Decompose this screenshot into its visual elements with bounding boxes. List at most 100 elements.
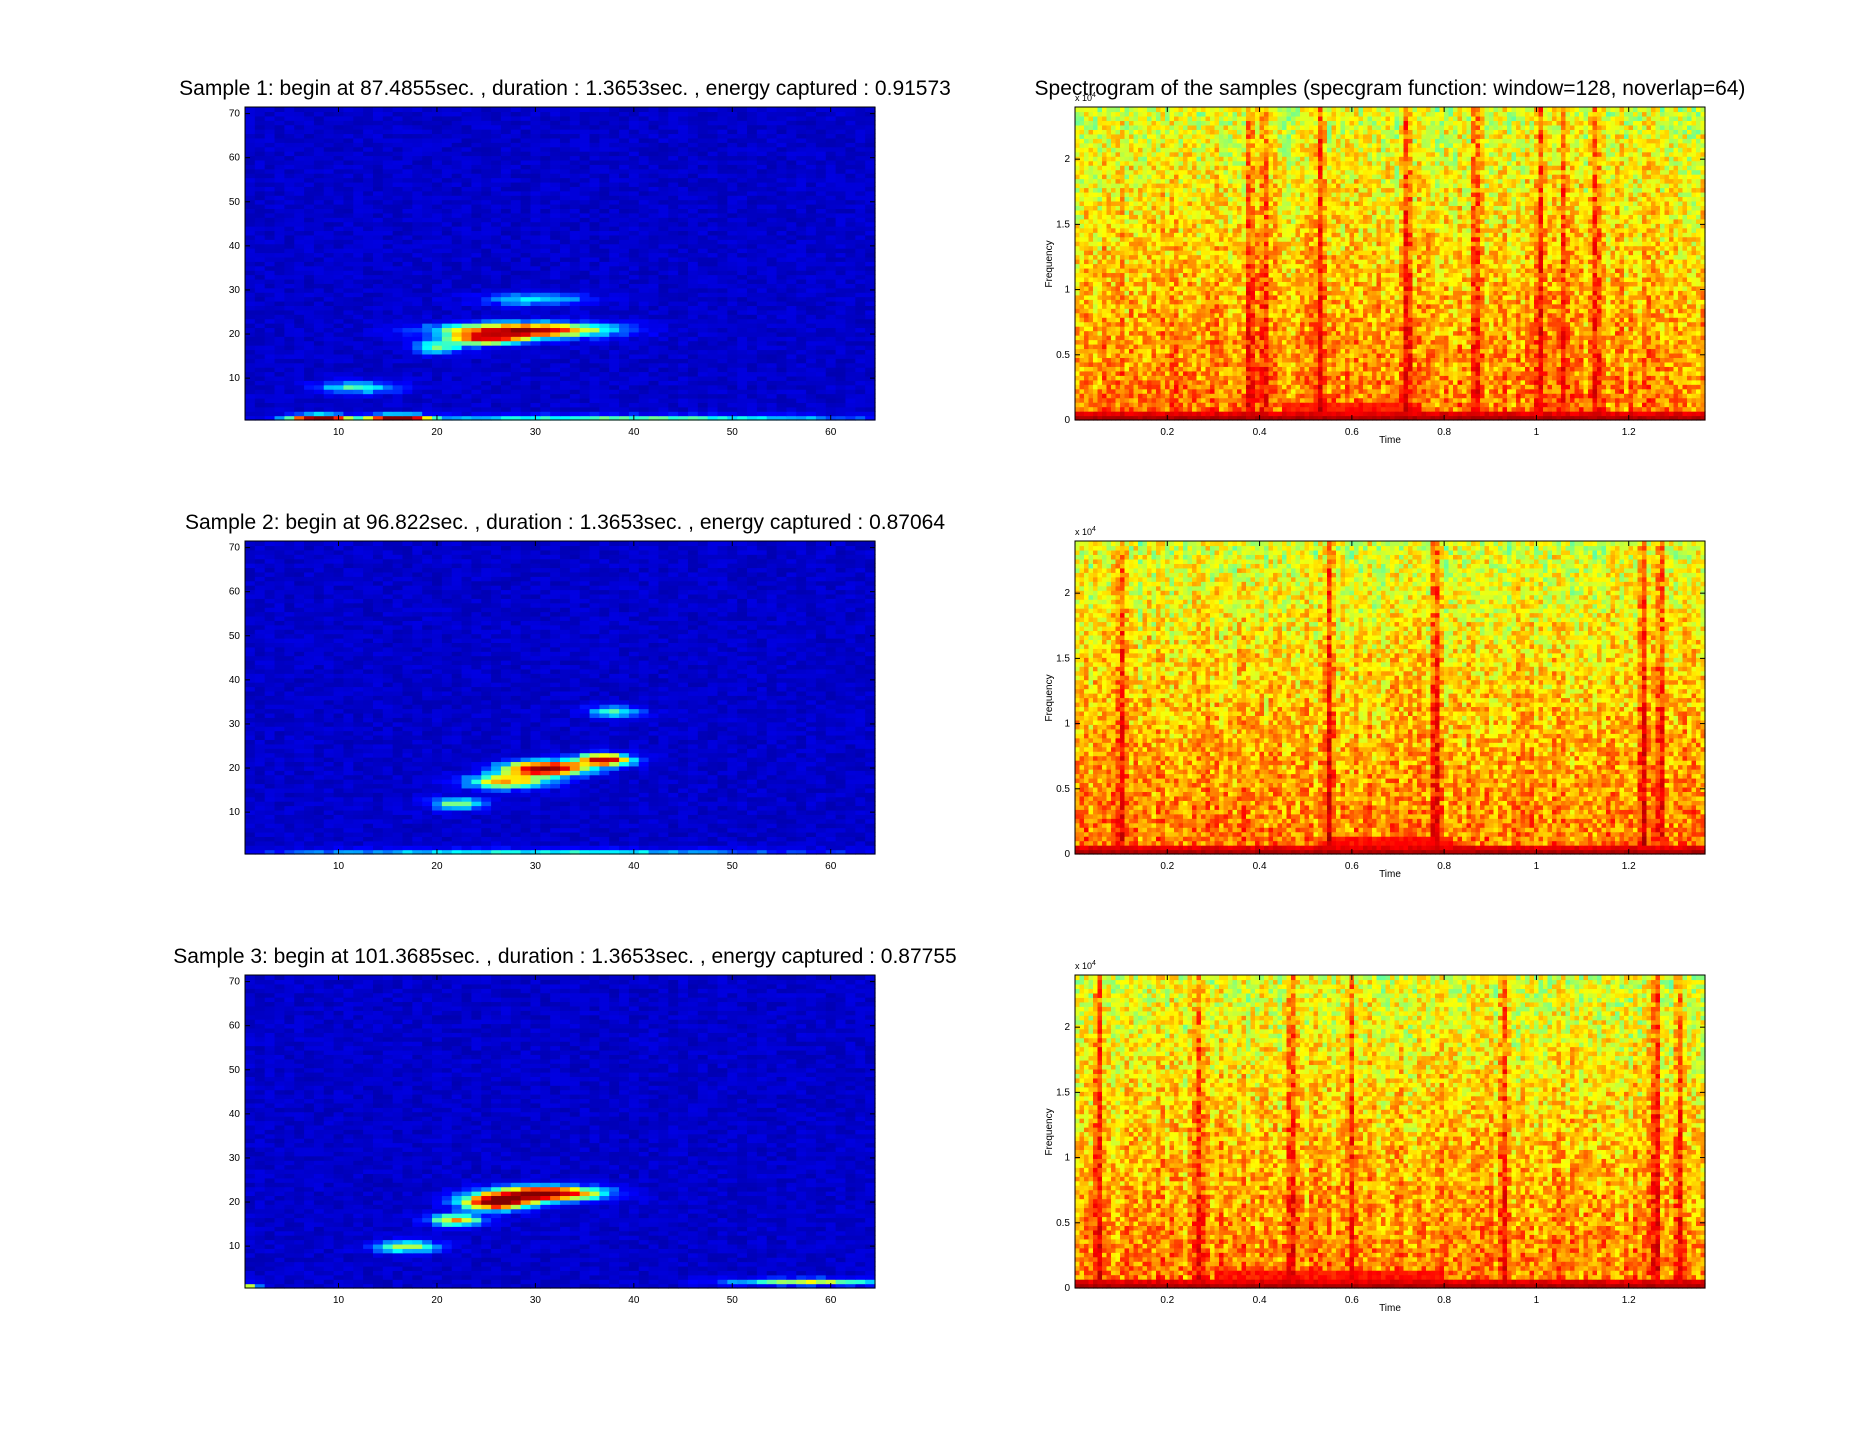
- spectrogram-1-cell: [1327, 411, 1333, 417]
- heatmap-1-cell: [333, 384, 345, 390]
- spectrogram-1-cell: [1525, 415, 1531, 421]
- heatmap-1-cell: [294, 159, 305, 165]
- spectrogram-1-cell: [1079, 411, 1085, 417]
- heatmap-1-cell: [786, 283, 797, 289]
- heatmap-1-cell: [422, 345, 433, 351]
- heatmap-1-cell: [304, 129, 315, 135]
- heatmap-1-cell: [717, 406, 728, 412]
- heatmap-1-cell: [550, 292, 561, 298]
- spectrogram-1-cell: [1507, 411, 1513, 417]
- heatmap-1-cell: [796, 190, 807, 196]
- heatmap-1-cell: [510, 340, 522, 346]
- heatmap-1-cell: [766, 203, 778, 209]
- heatmap-1-cell: [687, 124, 699, 130]
- heatmap-1-cell: [756, 393, 768, 399]
- heatmap-1-cell: [589, 164, 600, 170]
- heatmap-1-cell: [392, 283, 404, 289]
- heatmap-1-cell: [648, 274, 660, 280]
- heatmap-1-cell: [835, 292, 847, 298]
- heatmap-1-cell: [451, 195, 463, 201]
- heatmap-1-cell: [491, 186, 502, 192]
- heatmap-1-cell: [747, 371, 758, 377]
- heatmap-1-cell: [569, 300, 581, 306]
- heatmap-1-cell: [550, 208, 561, 214]
- heatmap-1-cell: [865, 208, 876, 214]
- heatmap-1-cell: [727, 371, 738, 377]
- heatmap-1-cell: [579, 314, 591, 320]
- heatmap-1-cell: [648, 415, 660, 421]
- heatmap-1-cell: [717, 120, 728, 126]
- heatmap-1-cell: [865, 234, 876, 240]
- heatmap-1-cell: [668, 155, 679, 161]
- heatmap-1-cell: [560, 248, 571, 254]
- heatmap-1-cell: [815, 309, 827, 315]
- heatmap-1-cell: [796, 208, 807, 214]
- heatmap-1-cell: [432, 314, 443, 320]
- heatmap-1-cell: [254, 151, 266, 157]
- heatmap-1-cell: [254, 248, 266, 254]
- heatmap-1-cell: [707, 274, 719, 280]
- heatmap-1-cell: [668, 371, 679, 377]
- heatmap-1-cell: [264, 278, 276, 284]
- heatmap-1-cell: [510, 203, 522, 209]
- heatmap-1-cell: [422, 362, 433, 368]
- heatmap-1-cell: [599, 331, 610, 337]
- heatmap-1-cell: [245, 367, 256, 373]
- spectrogram-1-cell: [1565, 411, 1571, 417]
- heatmap-1-cell: [678, 274, 689, 280]
- heatmap-1-cell: [353, 248, 364, 254]
- heatmap-1-cell: [245, 217, 256, 223]
- heatmap-1-cell: [392, 327, 404, 333]
- heatmap-1-cell: [855, 142, 866, 148]
- heatmap-1-cell: [638, 195, 650, 201]
- heatmap-1-cell: [245, 107, 256, 113]
- heatmap-1-cell: [372, 124, 384, 130]
- heatmap-1-cell: [392, 384, 404, 390]
- spectrogram-1-cell: [1210, 406, 1216, 412]
- heatmap-1-cell: [491, 111, 502, 117]
- heatmap-1-cell: [599, 159, 610, 165]
- heatmap-1-cell: [579, 226, 591, 232]
- heatmap-1-cell: [579, 362, 591, 368]
- heatmap-1-cell: [461, 120, 472, 126]
- heatmap-1-cell: [451, 389, 463, 395]
- heatmap-1-cell: [284, 212, 295, 218]
- heatmap-1-cell: [530, 270, 541, 276]
- heatmap-1-cell: [353, 239, 364, 245]
- heatmap-1-cell: [392, 389, 404, 395]
- heatmap-1-cell: [481, 107, 492, 113]
- heatmap-1-cell: [333, 371, 345, 377]
- heatmap-1-cell: [343, 239, 354, 245]
- heatmap-1-cell: [363, 243, 374, 249]
- heatmap-1-cell: [471, 133, 482, 139]
- spectrogram-1-cell: [1264, 406, 1270, 412]
- heatmap-1-cell: [619, 217, 630, 223]
- heatmap-1-cell: [737, 252, 748, 258]
- heatmap-1-cell: [835, 327, 847, 333]
- heatmap-1-cell: [323, 375, 335, 381]
- heatmap-1-cell: [756, 226, 768, 232]
- heatmap-1-cell: [540, 120, 551, 126]
- heatmap-1-cell: [500, 261, 512, 267]
- heatmap-1-cell: [560, 115, 571, 121]
- heatmap-1-cell: [806, 190, 817, 196]
- heatmap-1-cell: [579, 129, 591, 135]
- heatmap-1-cell: [845, 226, 856, 232]
- spectrogram-1-cell: [1597, 406, 1603, 412]
- heatmap-1-cell: [776, 115, 787, 121]
- heatmap-1-cell: [697, 252, 709, 258]
- heatmap-1-cell: [372, 327, 384, 333]
- spectrogram-1-cell: [1345, 411, 1351, 417]
- heatmap-1-cell: [372, 274, 384, 280]
- heatmap-1-cell: [363, 248, 374, 254]
- heatmap-1-cell: [796, 226, 807, 232]
- heatmap-1-cell: [363, 181, 374, 187]
- spectrogram-1-cell: [1390, 406, 1396, 412]
- heatmap-1-cell: [569, 384, 581, 390]
- heatmap-1-cell: [796, 212, 807, 218]
- heatmap-1-cell: [707, 164, 719, 170]
- heatmap-1-cell: [284, 252, 295, 258]
- heatmap-1-cell: [530, 124, 541, 130]
- heatmap-1-cell: [481, 203, 492, 209]
- heatmap-1-cell: [638, 406, 650, 412]
